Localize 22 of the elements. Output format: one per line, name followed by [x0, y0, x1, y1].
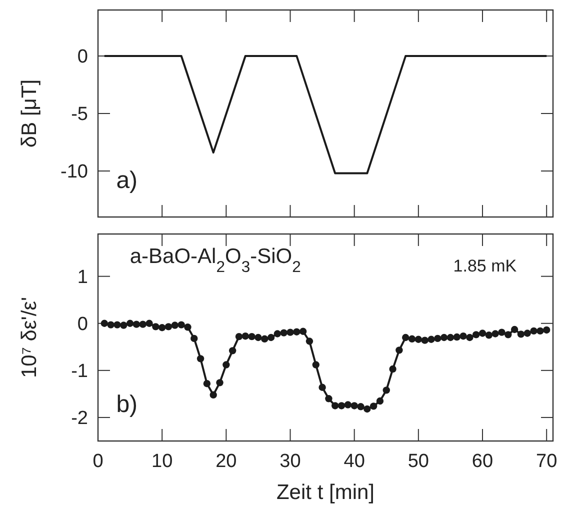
x-tick-label: 60 — [472, 451, 494, 472]
annotation: a-BaO-Al$_{2}$O$_{3}$-SiO$_{2}$ — [130, 244, 301, 276]
x-tick-label: 0 — [92, 451, 104, 472]
y-axis-title: δB [μT] — [18, 79, 41, 148]
y-tick-label: 1 — [77, 266, 88, 288]
annotation: a) — [116, 167, 138, 194]
y-tick-label: -1 — [71, 361, 88, 382]
y-tick-label: -2 — [71, 408, 88, 430]
y-tick-label: -10 — [60, 162, 88, 183]
x-tick-label: 70 — [536, 451, 558, 472]
x-tick-label: 50 — [408, 451, 429, 472]
y-tick-label: 0 — [77, 314, 88, 336]
x-tick-label: 20 — [216, 451, 237, 472]
y-axis-title: 10⁷ δε'/ε' — [18, 296, 41, 378]
x-axis-title: Zeit t [min] — [276, 481, 375, 504]
annotation: b) — [116, 391, 138, 418]
annotation: 1.85 mK — [453, 256, 518, 276]
x-tick-label: 40 — [344, 451, 365, 472]
y-tick-label: -5 — [71, 104, 88, 126]
x-tick-label: 10 — [152, 451, 173, 472]
x-tick-label: 30 — [280, 451, 301, 472]
y-tick-label: 0 — [77, 46, 88, 68]
